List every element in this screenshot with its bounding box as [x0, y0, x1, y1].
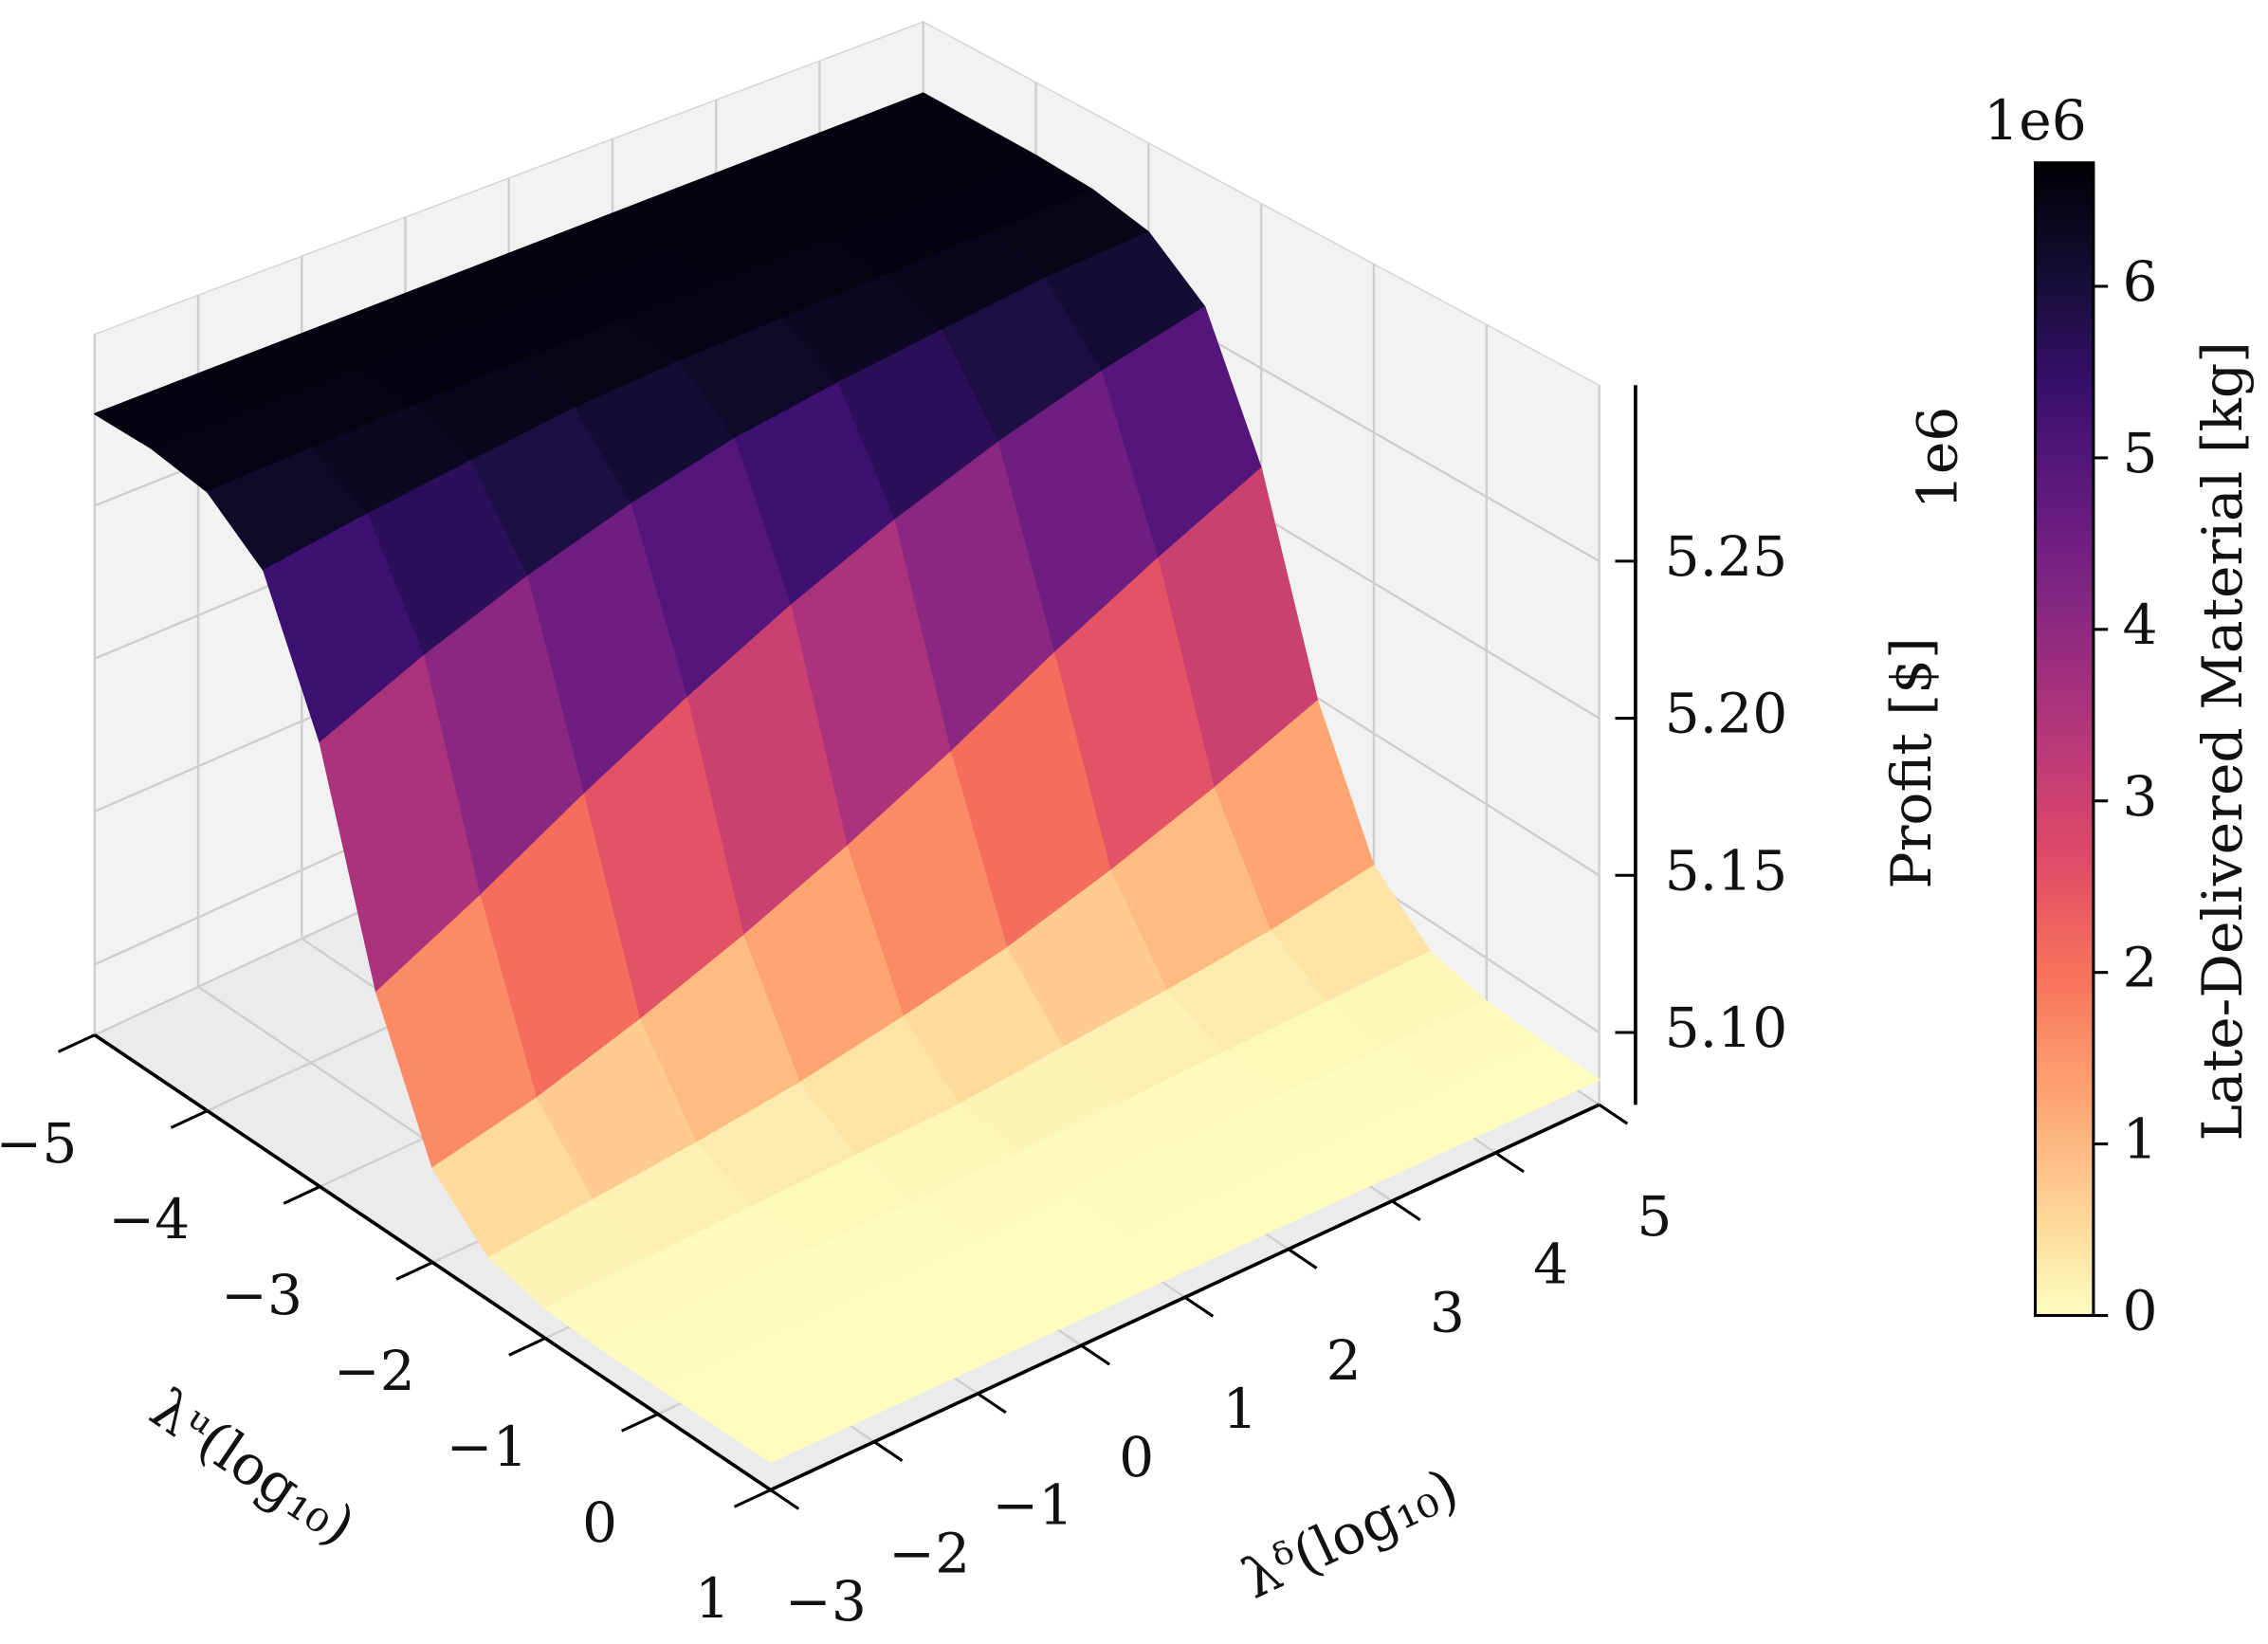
x-axis-label: λᵘ(log₁₀) — [139, 1376, 367, 1558]
colorbar — [2034, 161, 2095, 1318]
y-tick — [1391, 1199, 1421, 1222]
y-tick — [1494, 1151, 1525, 1174]
x-tick — [170, 1109, 209, 1129]
y-tick-label: −1 — [993, 1473, 1074, 1538]
x-tick-label: 1 — [695, 1566, 730, 1631]
z-offset-label: 1e6 — [1905, 407, 1969, 510]
z-tick-label: 5.20 — [1665, 682, 1788, 746]
y-tick-label: 4 — [1533, 1233, 1568, 1297]
x-tick-label: 0 — [582, 1490, 617, 1555]
y-tick-label: 5 — [1637, 1184, 1672, 1249]
colorbar-tick-label: 4 — [2123, 593, 2158, 657]
colorbar-label: Late-Delivered Material [kg] — [2190, 341, 2255, 1142]
x-tick-label: −4 — [108, 1187, 190, 1251]
y-tick-label: 3 — [1430, 1280, 1465, 1344]
x-tick-label: −1 — [447, 1415, 528, 1479]
x-tick — [57, 1033, 96, 1053]
x-tick-label: −3 — [221, 1263, 302, 1327]
colorbar-tick-label: 6 — [2123, 249, 2158, 314]
colorbar-offset-label: 1e6 — [1984, 88, 2087, 153]
z-tick-label: 5.10 — [1665, 996, 1788, 1060]
y-tick — [873, 1440, 904, 1462]
x-tick — [508, 1337, 546, 1357]
x-tick-label: −5 — [0, 1111, 77, 1176]
y-tick — [1080, 1343, 1110, 1366]
x-tick — [621, 1413, 659, 1433]
y-tick-label: 2 — [1326, 1328, 1362, 1393]
z-tick-label: 5.15 — [1665, 838, 1788, 903]
colorbar-tick-label: 3 — [2123, 764, 2158, 829]
z-tick-label: 5.25 — [1665, 524, 1788, 589]
y-tick — [769, 1489, 800, 1510]
surface-patch — [713, 1376, 875, 1464]
y-tick — [1288, 1248, 1318, 1270]
colorbar-tick-label: 0 — [2123, 1279, 2158, 1343]
y-tick — [977, 1392, 1007, 1415]
y-tick-label: −2 — [888, 1521, 970, 1585]
x-tick-label: −2 — [334, 1339, 415, 1403]
colorbar-tick-label: 5 — [2123, 421, 2158, 485]
y-tick-label: 1 — [1222, 1377, 1257, 1441]
x-tick — [395, 1261, 433, 1281]
z-axis-label: Profit [$] — [1879, 637, 1944, 888]
x-tick — [733, 1489, 772, 1508]
y-tick-label: −3 — [785, 1569, 867, 1634]
y-tick-label: 0 — [1119, 1425, 1154, 1489]
scene — [93, 20, 1601, 1491]
y-axis-label: λᵟ(log₁₀) — [1233, 1456, 1468, 1612]
y-tick — [1598, 1103, 1629, 1125]
colorbar-tick-label: 2 — [2123, 936, 2158, 1000]
y-tick — [1183, 1296, 1215, 1318]
x-tick — [283, 1185, 321, 1205]
colorbar-tick-label: 1 — [2123, 1107, 2158, 1172]
